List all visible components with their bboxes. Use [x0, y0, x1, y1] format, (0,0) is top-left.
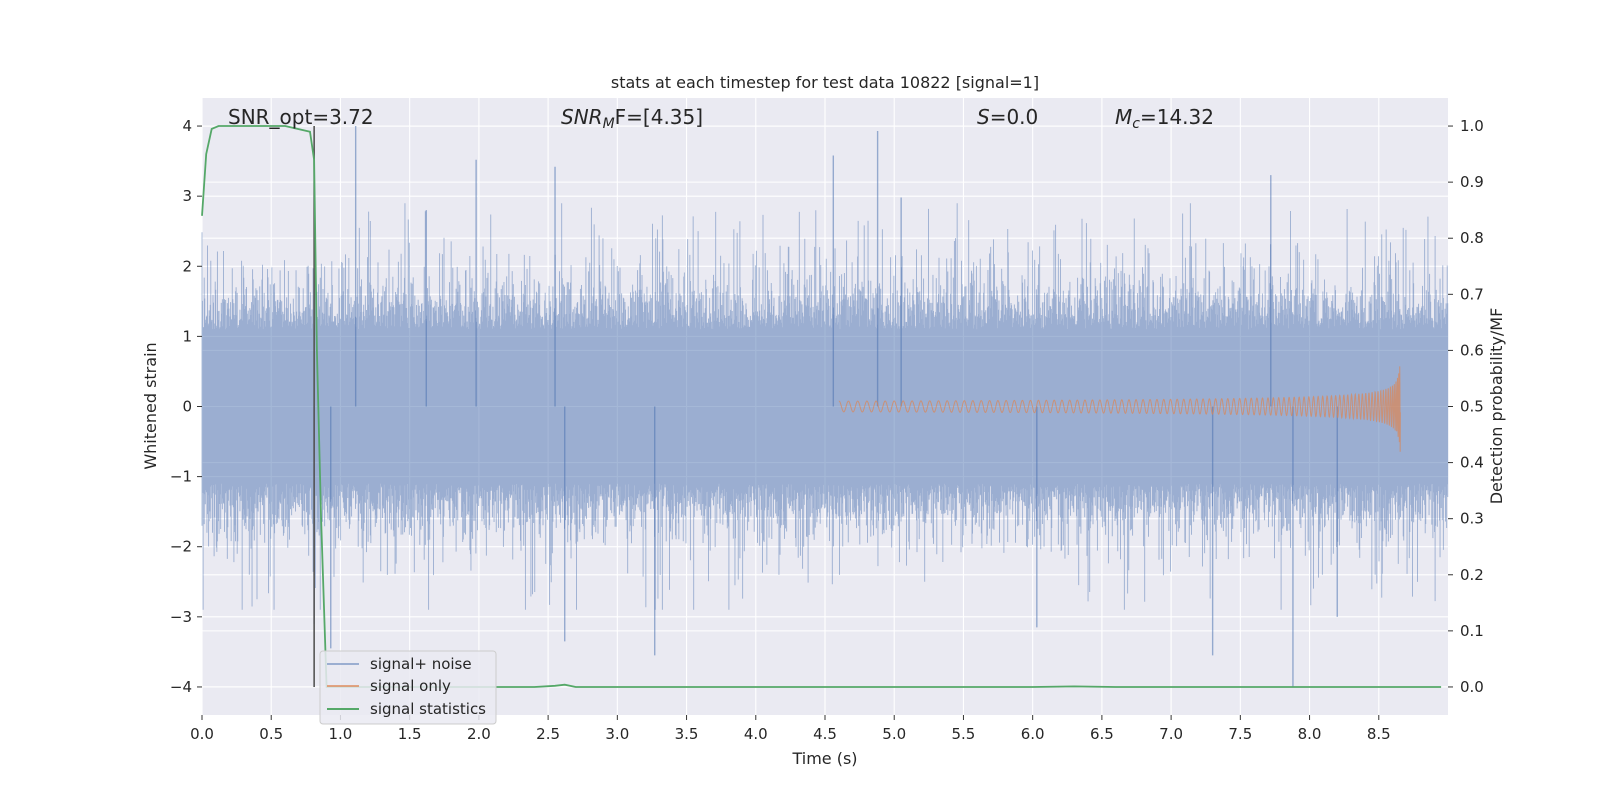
x-tick-label: 5.5	[952, 725, 976, 743]
x-tick-label: 1.5	[398, 725, 422, 743]
x-tick-label: 4.0	[744, 725, 768, 743]
y-left-tick-label: −4	[170, 678, 192, 696]
y-left-tick-label: −2	[170, 538, 192, 556]
legend-box	[319, 650, 497, 725]
y-left-axis-label: Whitened strain	[141, 342, 160, 469]
y-right-tick-label: 0.5	[1460, 398, 1484, 416]
y-left-tick-label: 4	[182, 117, 192, 135]
x-tick-label: 2.5	[536, 725, 560, 743]
legend-label-signal: signal only	[370, 677, 451, 695]
y-left-tick-label: −3	[170, 608, 192, 626]
y-right-tick-labels: 0.0 0.1 0.2 0.3 0.4 0.5 0.6 0.7 0.8 0.9 1.0	[1448, 117, 1484, 696]
y-right-tick-label: 0.3	[1460, 510, 1484, 528]
x-tick-label: 6.0	[1021, 725, 1045, 743]
x-tick-labels: 0.0 0.5 1.0 1.5 2.0 2.5 3.0 3.5 4.0 4.5 5.0 5.5 6.0 6…	[190, 715, 1391, 743]
chart-title: stats at each timestep for test data 108…	[611, 73, 1039, 92]
y-left-tick-label: 1	[182, 327, 192, 345]
y-right-axis-label: Detection probability/MF	[1487, 308, 1506, 505]
x-tick-label: 3.0	[605, 725, 629, 743]
x-tick-label: 8.5	[1367, 725, 1391, 743]
y-left-tick-label: 0	[182, 398, 192, 416]
s-annotation: S=0.0	[977, 105, 1038, 129]
x-tick-label: 6.5	[1090, 725, 1114, 743]
x-tick-label: 0.5	[259, 725, 283, 743]
signal-only-series	[838, 366, 1401, 452]
signal-only-trace	[838, 366, 1401, 452]
snr-mf-annotation: SNRMF=[4.35]	[561, 105, 703, 132]
x-tick-label: 7.0	[1159, 725, 1183, 743]
x-tick-label: 5.0	[882, 725, 906, 743]
y-right-tick-label: 0.2	[1460, 566, 1484, 584]
x-axis-label: Time (s)	[791, 749, 857, 768]
y-right-tick-label: 0.7	[1460, 285, 1484, 303]
y-right-tick-label: 0.0	[1460, 678, 1484, 696]
y-right-tick-label: 0.8	[1460, 229, 1484, 247]
x-tick-label: 2.0	[467, 725, 491, 743]
legend-label-noise: signal+ noise	[370, 655, 472, 673]
x-tick-label: 8.0	[1298, 725, 1322, 743]
y-right-tick-label: 0.9	[1460, 173, 1484, 191]
x-tick-label: 7.5	[1228, 725, 1252, 743]
y-right-tick-label: 1.0	[1460, 117, 1484, 135]
legend: signal+ noise signal only signal statist…	[319, 650, 497, 725]
y-left-tick-label: 2	[182, 257, 192, 275]
x-tick-label: 1.0	[329, 725, 353, 743]
snr-opt-annotation: SNR_opt=3.72	[228, 105, 374, 129]
y-left-tick-label: −1	[170, 468, 192, 486]
y-right-tick-label: 0.6	[1460, 341, 1484, 359]
y-left-tick-labels: −4 −3 −2 −1 0 1 2 3 4	[170, 117, 202, 696]
mc-annotation: Mc=14.32	[1115, 105, 1214, 132]
y-left-tick-label: 3	[182, 187, 192, 205]
x-tick-label: 3.5	[675, 725, 699, 743]
legend-label-stats: signal statistics	[370, 700, 486, 718]
x-tick-label: 4.5	[813, 725, 837, 743]
x-tick-label: 0.0	[190, 725, 214, 743]
y-right-tick-label: 0.1	[1460, 622, 1484, 640]
y-right-tick-label: 0.4	[1460, 454, 1484, 472]
